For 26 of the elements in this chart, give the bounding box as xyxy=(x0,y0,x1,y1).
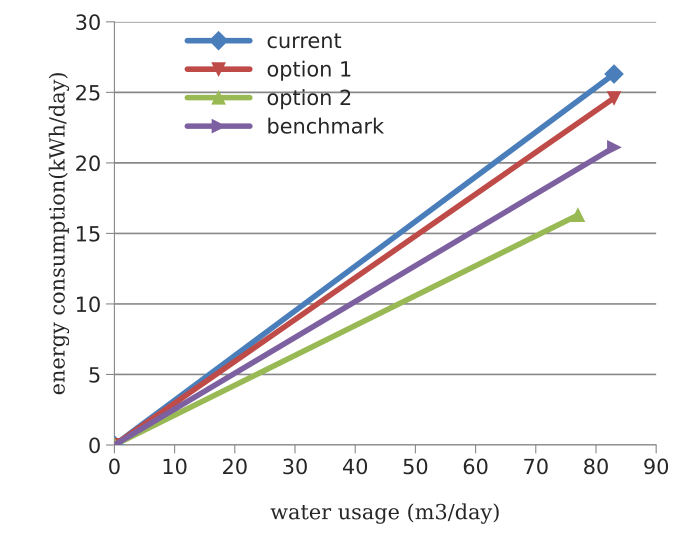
y-tick-label: 5 xyxy=(90,367,100,383)
y-tick-label: 10 xyxy=(76,296,100,312)
point xyxy=(570,208,585,222)
legend-label: option 1 xyxy=(268,60,350,81)
point xyxy=(607,140,621,154)
x-tick-label: 60 xyxy=(464,458,488,474)
x-tick-label: 0 xyxy=(109,458,120,474)
y-axis-title: energy consumption(kWh/day) xyxy=(48,73,70,394)
legend-label: option 2 xyxy=(268,89,350,110)
y-tick-label: 15 xyxy=(76,226,100,242)
y-tick-label: 20 xyxy=(76,155,100,172)
legend-label: current xyxy=(268,33,342,48)
legend-label: benchmark xyxy=(268,118,384,134)
y-tick-label: 30 xyxy=(76,14,100,30)
x-tick-label: 30 xyxy=(283,458,307,474)
point xyxy=(604,64,624,84)
x-tick-label: 20 xyxy=(223,458,247,474)
x-tick-label: 50 xyxy=(404,458,428,474)
x-axis-title: water usage (m3/day) xyxy=(270,503,499,524)
y-tick-label: 25 xyxy=(76,84,100,101)
x-tick-label: 70 xyxy=(524,458,548,474)
x-tick-label: 90 xyxy=(644,458,668,474)
x-tick-label: 40 xyxy=(342,458,368,474)
y-tick-label: 0 xyxy=(89,437,100,454)
x-tick-label: 10 xyxy=(164,458,186,474)
x-tick-label: 80 xyxy=(584,458,608,474)
